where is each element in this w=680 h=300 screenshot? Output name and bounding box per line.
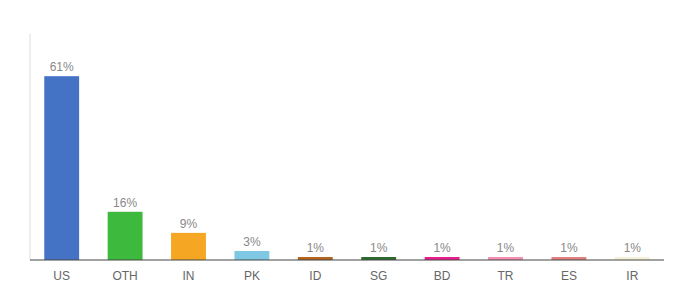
data-label: 61% [50, 60, 74, 74]
bars [44, 76, 649, 260]
chart-container: 61% 16% 9% 3% 1% 1% 1% 1% 1% 1% US OTH IN PK ID SG BD TR E… [0, 0, 680, 300]
data-label: 1% [307, 241, 325, 255]
chart-svg: 61% 16% 9% 3% 1% 1% 1% 1% 1% 1% US OTH IN PK ID SG BD TR E… [0, 0, 680, 300]
bar [108, 212, 143, 260]
bar [234, 251, 269, 260]
x-tick-label: TR [498, 269, 514, 283]
data-label: 1% [560, 241, 578, 255]
x-ticks: US OTH IN PK ID SG BD TR ES IR [53, 269, 638, 283]
data-label: 1% [370, 241, 388, 255]
bar [171, 233, 206, 260]
y-axis-line [30, 34, 31, 260]
data-label: 9% [180, 217, 198, 231]
data-label: 16% [113, 196, 137, 210]
bar [44, 76, 79, 260]
x-tick-label: PK [244, 269, 260, 283]
data-label: 1% [497, 241, 515, 255]
x-tick-label: IR [626, 269, 638, 283]
x-axis-line [30, 260, 664, 261]
data-label: 1% [433, 241, 451, 255]
x-tick-label: SG [370, 269, 387, 283]
x-tick-label: OTH [112, 269, 137, 283]
data-label: 3% [243, 235, 261, 249]
x-tick-label: IN [183, 269, 195, 283]
x-tick-label: ES [561, 269, 577, 283]
x-tick-label: BD [434, 269, 451, 283]
x-tick-label: ID [309, 269, 321, 283]
x-tick-label: US [53, 269, 70, 283]
data-label: 1% [624, 241, 642, 255]
data-labels: 61% 16% 9% 3% 1% 1% 1% 1% 1% 1% [50, 60, 642, 255]
